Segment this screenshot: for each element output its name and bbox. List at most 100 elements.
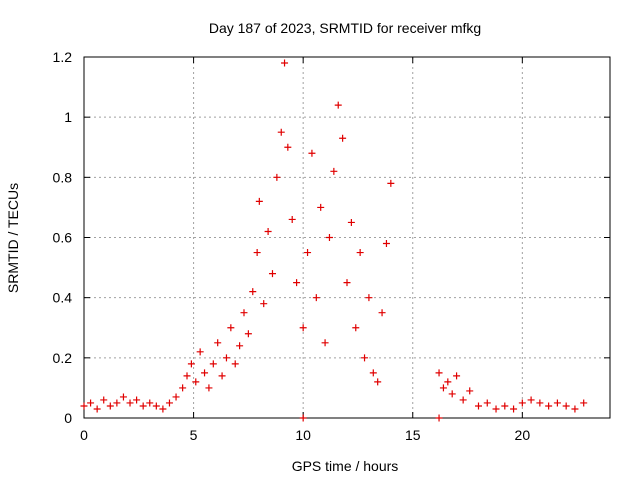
data-point [444, 378, 452, 386]
data-point [339, 134, 347, 142]
x-tick-label: 20 [515, 427, 531, 443]
data-point [93, 405, 101, 413]
data-point [435, 369, 443, 377]
data-point [369, 369, 377, 377]
chart-title: Day 187 of 2023, SRMTID for receiver mfk… [209, 20, 481, 36]
data-point [192, 378, 200, 386]
data-point [459, 396, 467, 404]
y-tick-label: 0.6 [53, 230, 73, 246]
y-tick-label: 1 [64, 109, 72, 125]
y-tick-label: 0 [64, 410, 72, 426]
data-point [448, 390, 456, 398]
data-point [312, 294, 320, 302]
data-point [264, 227, 272, 235]
data-point [240, 309, 248, 317]
data-point [347, 218, 355, 226]
data-point [244, 330, 252, 338]
data-point [218, 372, 226, 380]
data-point [201, 369, 209, 377]
data-point [321, 339, 329, 347]
data-point [100, 396, 108, 404]
data-points [80, 59, 588, 422]
x-axis-label: GPS time / hours [292, 458, 399, 474]
y-axis-label: SRMTID / TECUs [5, 183, 21, 293]
data-point [545, 402, 553, 410]
data-point [317, 203, 325, 211]
data-point [146, 399, 154, 407]
data-point [133, 396, 141, 404]
x-tick-label: 15 [405, 427, 421, 443]
data-point [205, 384, 213, 392]
data-point [453, 372, 461, 380]
data-point [361, 354, 369, 362]
y-tick-label: 0.8 [53, 169, 73, 185]
data-point [492, 405, 500, 413]
data-point [209, 360, 217, 368]
data-point [343, 279, 351, 287]
data-point [510, 405, 518, 413]
data-point [183, 372, 191, 380]
data-point [330, 167, 338, 175]
y-tick-label: 0.2 [53, 350, 73, 366]
x-tick-label: 0 [80, 427, 88, 443]
x-tick-label: 10 [295, 427, 311, 443]
data-point [172, 393, 180, 401]
data-point [553, 399, 561, 407]
data-point [299, 414, 307, 422]
data-point [273, 173, 281, 181]
data-point [222, 354, 230, 362]
data-point [475, 402, 482, 410]
data-point [562, 402, 570, 410]
data-point [374, 378, 382, 386]
data-point [126, 399, 134, 407]
data-point [501, 402, 509, 410]
x-tick-label: 5 [190, 427, 198, 443]
tick-layer: 0 5 10 15 20 0 0.2 0.4 0.6 0.8 1 1.2 [53, 49, 610, 443]
data-point [304, 249, 312, 257]
data-point [106, 402, 114, 410]
data-point [352, 324, 360, 332]
data-point [159, 405, 167, 413]
data-point [249, 288, 257, 296]
data-point [356, 249, 364, 257]
data-point [80, 402, 88, 410]
data-point [284, 143, 292, 151]
data-point [293, 279, 301, 287]
data-point [483, 399, 491, 407]
y-tick-label: 0.4 [53, 290, 73, 306]
data-point [466, 387, 474, 395]
data-point [253, 249, 261, 257]
data-point [165, 399, 173, 407]
data-point [288, 215, 296, 223]
data-point [268, 270, 276, 278]
data-point [334, 101, 342, 109]
data-point [299, 324, 307, 332]
data-point [571, 405, 579, 413]
data-point [152, 402, 160, 410]
plot-frame [83, 56, 611, 419]
data-point [277, 128, 285, 136]
data-point [87, 399, 95, 407]
data-point [119, 393, 127, 401]
data-point [439, 384, 447, 392]
data-point [227, 324, 235, 332]
data-point [378, 309, 386, 317]
data-point [325, 234, 333, 241]
data-point [231, 360, 239, 368]
data-point [536, 399, 544, 407]
grid-layer [84, 57, 610, 418]
data-point [387, 179, 395, 187]
data-point [214, 339, 222, 347]
y-tick-label: 1.2 [53, 49, 73, 65]
data-point [236, 342, 244, 350]
data-point [518, 399, 526, 407]
data-point [281, 59, 289, 67]
data-point [435, 414, 443, 422]
data-point [179, 384, 187, 392]
data-point [139, 402, 147, 410]
data-point [580, 399, 588, 407]
data-point [308, 149, 316, 157]
data-point [255, 197, 263, 205]
data-point [382, 240, 390, 248]
